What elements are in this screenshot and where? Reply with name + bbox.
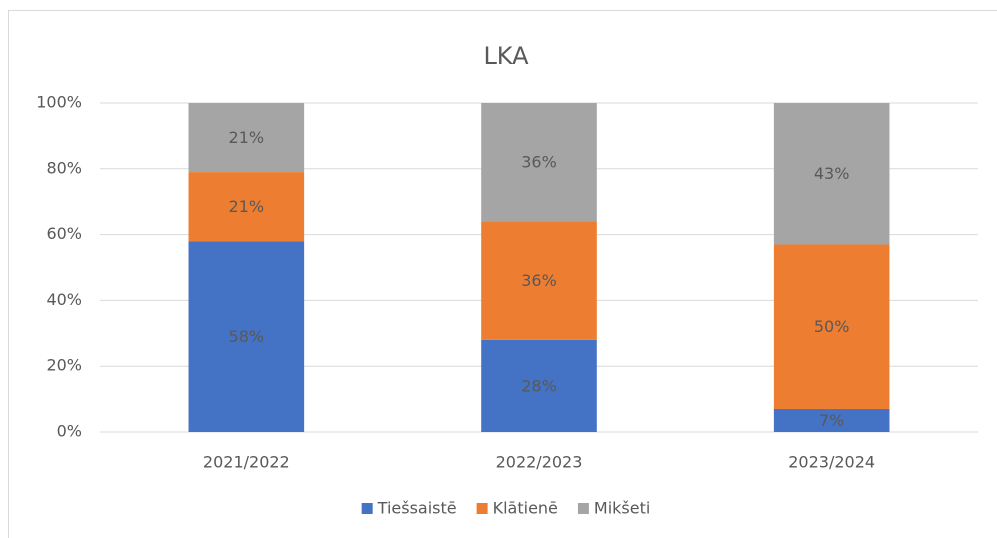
legend-swatch [361, 503, 373, 514]
y-tick-label: 20% [46, 356, 82, 375]
legend-label: Klātienē [493, 499, 558, 518]
data-label: 28% [521, 376, 557, 395]
y-tick-label: 80% [46, 158, 82, 177]
data-label: 21% [229, 197, 265, 216]
legend-swatch [476, 503, 488, 514]
bar-segment [773, 244, 890, 409]
bar-segment [773, 408, 890, 432]
data-label: 43% [814, 164, 850, 183]
bar-segment [188, 241, 305, 432]
bar-segment [188, 172, 305, 242]
data-label: 36% [521, 271, 557, 290]
y-tick-label: 40% [46, 290, 82, 309]
x-tick-label: 2021/2022 [203, 453, 290, 472]
data-label: 58% [229, 327, 265, 346]
legend-label: Mikšeti [594, 499, 650, 518]
bar-segment [481, 221, 597, 340]
data-label: 21% [229, 128, 265, 147]
bar-segment [481, 103, 597, 222]
legend-swatch [577, 503, 589, 514]
y-tick-label: 100% [36, 93, 82, 112]
data-label: 50% [814, 317, 850, 336]
chart-title: LKA [483, 42, 529, 70]
data-label: 7% [819, 411, 844, 430]
data-label: 36% [521, 153, 557, 172]
bar-segment [188, 103, 305, 173]
legend-label: Tiešsaistē [377, 499, 457, 518]
bar-segment [773, 103, 890, 245]
y-tick-label: 60% [46, 224, 82, 243]
x-tick-label: 2022/2023 [496, 453, 583, 472]
bar-segment [481, 339, 597, 432]
y-tick-label: 0% [57, 422, 82, 441]
x-tick-label: 2023/2024 [788, 453, 875, 472]
